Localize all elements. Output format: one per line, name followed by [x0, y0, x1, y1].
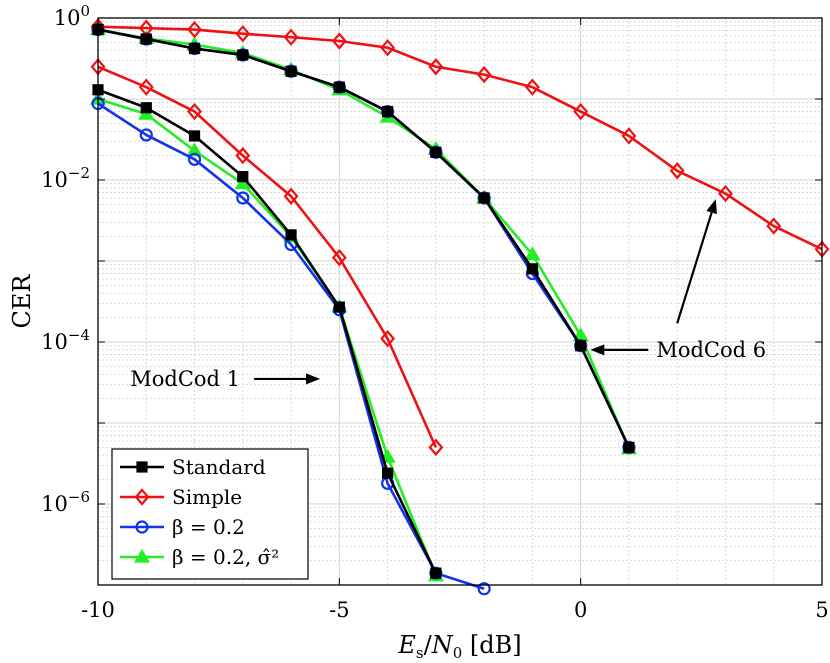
data-point-diamond: [428, 58, 444, 76]
data-point-square: [478, 192, 490, 204]
data-point-diamond: [669, 162, 685, 180]
data-point-square: [285, 65, 297, 77]
series-diamond: [90, 18, 830, 258]
y-tick-label: 10−6: [41, 488, 90, 516]
data-point-triangle: [133, 548, 151, 563]
data-point-square: [526, 263, 539, 275]
data-point-diamond: [283, 187, 299, 205]
data-point-diamond: [524, 78, 540, 96]
series-line: [97, 102, 485, 590]
data-point-square: [333, 301, 345, 313]
data-point-square: [430, 567, 442, 579]
y-tick-label: 100: [54, 2, 90, 30]
data-point-diamond: [380, 329, 396, 348]
legend-entry: Simple: [120, 485, 242, 509]
legend-label: Standard: [172, 455, 266, 479]
data-point-diamond: [380, 38, 396, 57]
data-point-circle: [236, 191, 250, 205]
series-diamond: [90, 58, 444, 457]
legend-label: β = 0.2: [172, 515, 245, 539]
annotation-label: ModCod 1: [130, 367, 240, 391]
series-line: [97, 97, 438, 577]
data-point-diamond: [138, 78, 154, 96]
data-point-square: [430, 146, 442, 158]
data-point-diamond: [331, 248, 347, 267]
data-point-square: [285, 229, 297, 241]
annotation-label: ModCod 6: [656, 338, 766, 362]
data-point-diamond: [134, 488, 150, 506]
data-point-diamond: [718, 184, 733, 203]
data-point-square: [575, 340, 587, 352]
series-line: [97, 65, 438, 448]
data-point-circle: [135, 520, 149, 534]
series-square: [92, 23, 635, 453]
legend-label: Simple: [172, 485, 242, 509]
legend-entry: Standard: [120, 455, 266, 479]
data-point-diamond: [187, 102, 202, 121]
data-point-diamond: [187, 20, 202, 39]
ticks: -10 -5 0 5 100 10−2 10−4 10−6: [41, 2, 829, 622]
y-axis-label: CER: [8, 274, 36, 329]
x-tick-label: -5: [329, 598, 349, 622]
series-line: [97, 28, 631, 448]
data-point-diamond: [428, 438, 444, 457]
x-axis-label: Es/N0 [dB]: [397, 631, 521, 662]
data-point-square: [237, 49, 249, 61]
data-point-square: [136, 461, 148, 473]
series-layer: [89, 18, 830, 596]
series-square: [92, 84, 442, 579]
series-line: [97, 25, 823, 251]
data-point-circle: [477, 582, 491, 596]
data-point-square: [333, 81, 345, 93]
x-tick-label: 5: [815, 598, 828, 622]
data-point-circle: [187, 152, 202, 166]
legend-label: β = 0.2, σ̂²: [172, 545, 279, 569]
data-point-diamond: [621, 127, 637, 145]
data-point-square: [623, 441, 635, 453]
legend-entry: β = 0.2: [120, 515, 245, 539]
series-line: [97, 28, 631, 450]
data-point-square: [237, 171, 249, 183]
annotations: ModCod 1 ModCod 6: [130, 199, 766, 391]
data-point-diamond: [235, 25, 251, 43]
plot-frame: [97, 17, 823, 586]
data-point-diamond: [283, 28, 299, 46]
x-tick-label: -10: [81, 598, 115, 622]
data-point-triangle: [524, 246, 541, 261]
annotation-arrow: [676, 199, 717, 324]
data-point-diamond: [573, 102, 589, 121]
data-point-square: [140, 33, 152, 45]
data-point-diamond: [766, 217, 782, 235]
y-tick-label: 10−2: [41, 164, 90, 192]
data-point-diamond: [235, 146, 251, 165]
data-point-square: [188, 42, 201, 55]
series-line: [97, 88, 438, 574]
data-point-square: [382, 105, 394, 118]
x-tick-label: 0: [574, 598, 587, 622]
annotation-arrow: [254, 373, 321, 385]
data-point-square: [382, 467, 394, 479]
data-point-triangle: [186, 142, 203, 157]
data-point-square: [140, 102, 152, 114]
data-point-diamond: [331, 32, 347, 50]
legend: Standard Simple β = 0.2 β = 0.2, σ̂²: [111, 448, 309, 580]
annotation-arrow: [590, 344, 649, 356]
data-point-diamond: [476, 65, 492, 84]
legend-entry: β = 0.2, σ̂²: [120, 545, 279, 569]
data-point-circle: [139, 128, 153, 142]
data-point-square: [188, 130, 201, 142]
y-tick-label: 10−4: [41, 326, 90, 354]
